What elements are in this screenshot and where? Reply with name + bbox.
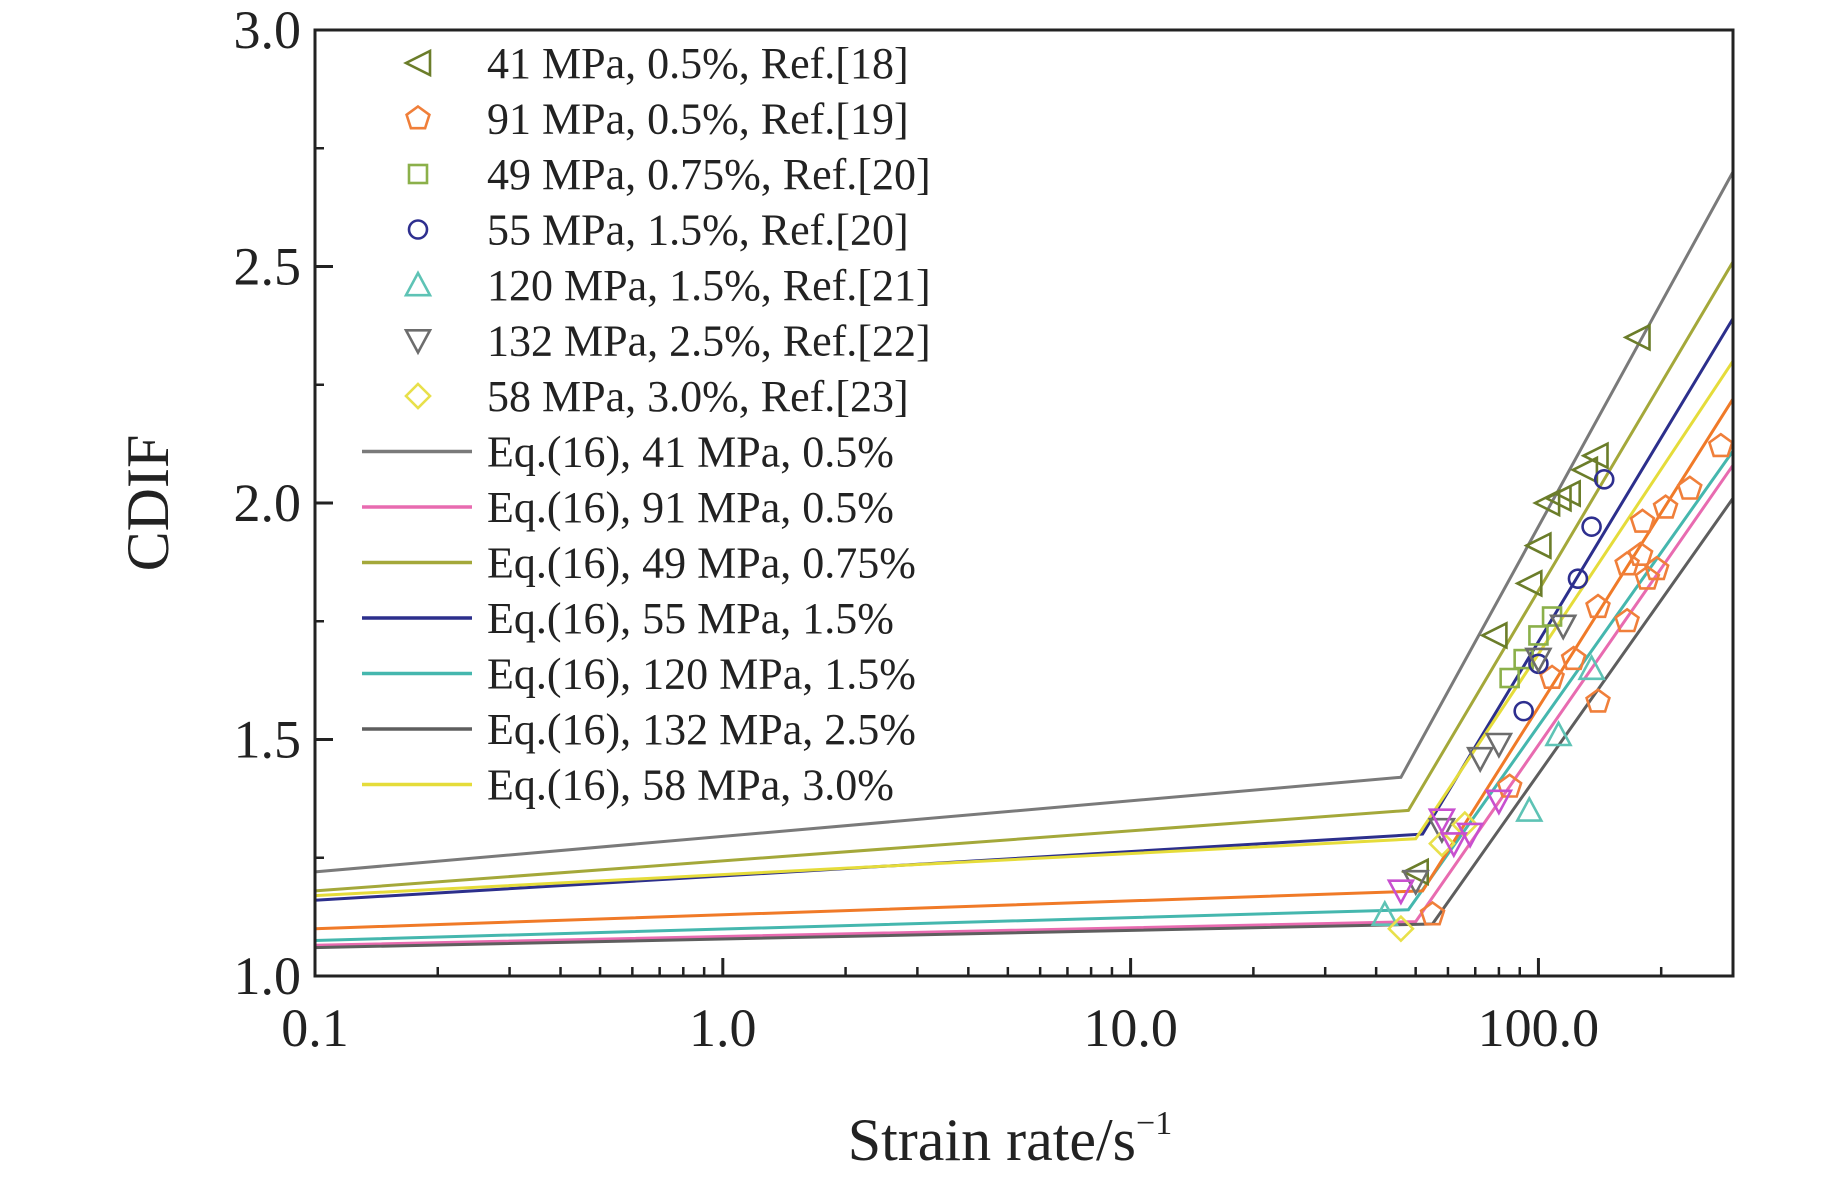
data-point-s8-5 (1427, 808, 1457, 835)
data-point-s2-9 (1627, 541, 1654, 567)
data-point-s4-1 (1513, 700, 1534, 722)
y-tick-label-2: 1.5 (234, 710, 302, 770)
x-axis-ticks: 0.1 1.0 10.0 100.0 (281, 958, 1663, 1058)
data-point-s5-3 (1544, 720, 1573, 747)
data-point-s2-12 (1629, 508, 1656, 533)
data-point-s2-14 (1676, 475, 1703, 500)
legend-curve-label-2: Eq.(16), 91 MPa, 0.5% (487, 483, 894, 532)
legend-label-3: 49 MPa, 0.75%, Ref.[20] (487, 150, 931, 199)
legend-label-1: 41 MPa, 0.5%, Ref.[18] (487, 39, 909, 88)
legend-label-6: 132 MPa, 2.5%, Ref.[22] (487, 317, 931, 366)
data-point-s7-2 (1428, 829, 1456, 858)
legend-marker-7 (404, 382, 432, 410)
legend-curve-label-3: Eq.(16), 49 MPa, 0.75% (487, 539, 916, 588)
data-point-s8-3 (1455, 822, 1485, 849)
data-point-s6-1 (1401, 869, 1430, 897)
legend-label-4: 55 MPa, 1.5%, Ref.[20] (487, 206, 909, 255)
data-point-s6-3 (1466, 746, 1495, 774)
data-point-s1-10 (1622, 323, 1651, 352)
data-point-s8-1 (1386, 879, 1416, 906)
data-point-s2-8 (1614, 550, 1641, 576)
x-tick-label-1: 0.1 (281, 998, 349, 1058)
data-points (1370, 323, 1734, 943)
x-tick-label-2: 1.0 (689, 998, 757, 1058)
data-point-s2-10 (1634, 565, 1661, 590)
y-axis-ticks: 1.0 1.5 2.0 2.5 3.0 (234, 0, 333, 1006)
fit-curve-4 (314, 317, 1735, 902)
fit-curve-2 (314, 464, 1735, 947)
legend: 41 MPa, 0.5%, Ref.[18] 91 MPa, 0.5%, Ref.… (362, 39, 931, 810)
data-point-s2-15 (1707, 432, 1734, 458)
x-axis-title: Strain rate/s−1 (848, 1105, 1172, 1173)
legend-label-2: 91 MPa, 0.5%, Ref.[19] (487, 95, 909, 144)
legend-marker-6 (403, 328, 433, 356)
data-point-s4-5 (1593, 469, 1615, 490)
data-point-s2-1 (1419, 900, 1446, 926)
y-tick-label-1: 1.0 (234, 946, 302, 1006)
data-point-s2-5 (1585, 593, 1611, 619)
data-point-s2-13 (1652, 494, 1679, 519)
y-tick-label-4: 2.5 (234, 237, 302, 297)
data-point-s5-2 (1515, 795, 1544, 822)
fit-curve-7 (314, 360, 1735, 898)
legend-marker-1 (403, 48, 432, 78)
data-point-s6-6 (1549, 614, 1578, 641)
data-point-s5-1 (1370, 899, 1399, 927)
data-point-s1-7 (1552, 479, 1581, 508)
data-point-s8-2 (1439, 832, 1468, 859)
legend-curve-label-5: Eq.(16), 120 MPa, 1.5% (487, 650, 916, 699)
data-point-s6-2 (1427, 817, 1457, 845)
legend-label-7: 58 MPa, 3.0%, Ref.[23] (487, 372, 909, 421)
data-point-s1-8 (1569, 455, 1599, 485)
data-point-s2-6 (1585, 688, 1611, 713)
y-tick-label-5: 3.0 (234, 0, 302, 60)
x-axis-title-exponent: −1 (1136, 1105, 1172, 1142)
legend-curve-label-4: Eq.(16), 55 MPa, 1.5% (487, 594, 894, 643)
legend-marker-4 (407, 219, 429, 240)
legend-curve-label-1: Eq.(16), 41 MPa, 0.5% (487, 428, 894, 477)
data-point-s7-1 (1387, 914, 1415, 943)
data-point-s5-4 (1577, 653, 1606, 681)
data-point-s2-11 (1643, 555, 1670, 581)
data-point-s3-1 (1499, 667, 1520, 689)
legend-curve-label-7: Eq.(16), 58 MPa, 3.0% (487, 761, 894, 810)
data-point-s4-4 (1581, 516, 1602, 537)
fit-curve-1 (314, 171, 1735, 874)
data-point-s1-3 (1514, 569, 1543, 598)
data-point-s1-4 (1523, 531, 1552, 560)
legend-marker-5 (403, 270, 433, 297)
legend-marker-3 (407, 163, 429, 185)
legend-curve-label-6: Eq.(16), 132 MPa, 2.5% (487, 705, 916, 754)
fit-curve-3 (314, 261, 1735, 893)
data-point-s1-9 (1580, 441, 1609, 470)
x-tick-label-3: 10.0 (1083, 998, 1178, 1058)
x-tick-label-4: 100.0 (1478, 998, 1600, 1058)
data-point-s6-5 (1524, 647, 1553, 674)
y-axis-title: CDIF (115, 435, 181, 572)
data-point-s3-3 (1528, 625, 1549, 646)
legend-label-5: 120 MPa, 1.5%, Ref.[21] (487, 261, 931, 310)
x-axis-title-main: Strain rate/s (848, 1107, 1136, 1173)
data-point-s6-4 (1484, 732, 1514, 759)
data-point-s2-2 (1496, 773, 1523, 798)
data-point-s2-4 (1560, 645, 1587, 671)
fit-curve-5 (314, 450, 1735, 942)
fit-curve-8 (314, 398, 1735, 931)
data-point-s8-4 (1484, 789, 1514, 816)
data-point-s2-7 (1614, 607, 1641, 633)
data-point-s4-3 (1567, 568, 1589, 589)
y-tick-label-3: 2.0 (234, 473, 302, 533)
legend-marker-2 (405, 104, 431, 130)
data-point-s1-2 (1479, 621, 1508, 650)
